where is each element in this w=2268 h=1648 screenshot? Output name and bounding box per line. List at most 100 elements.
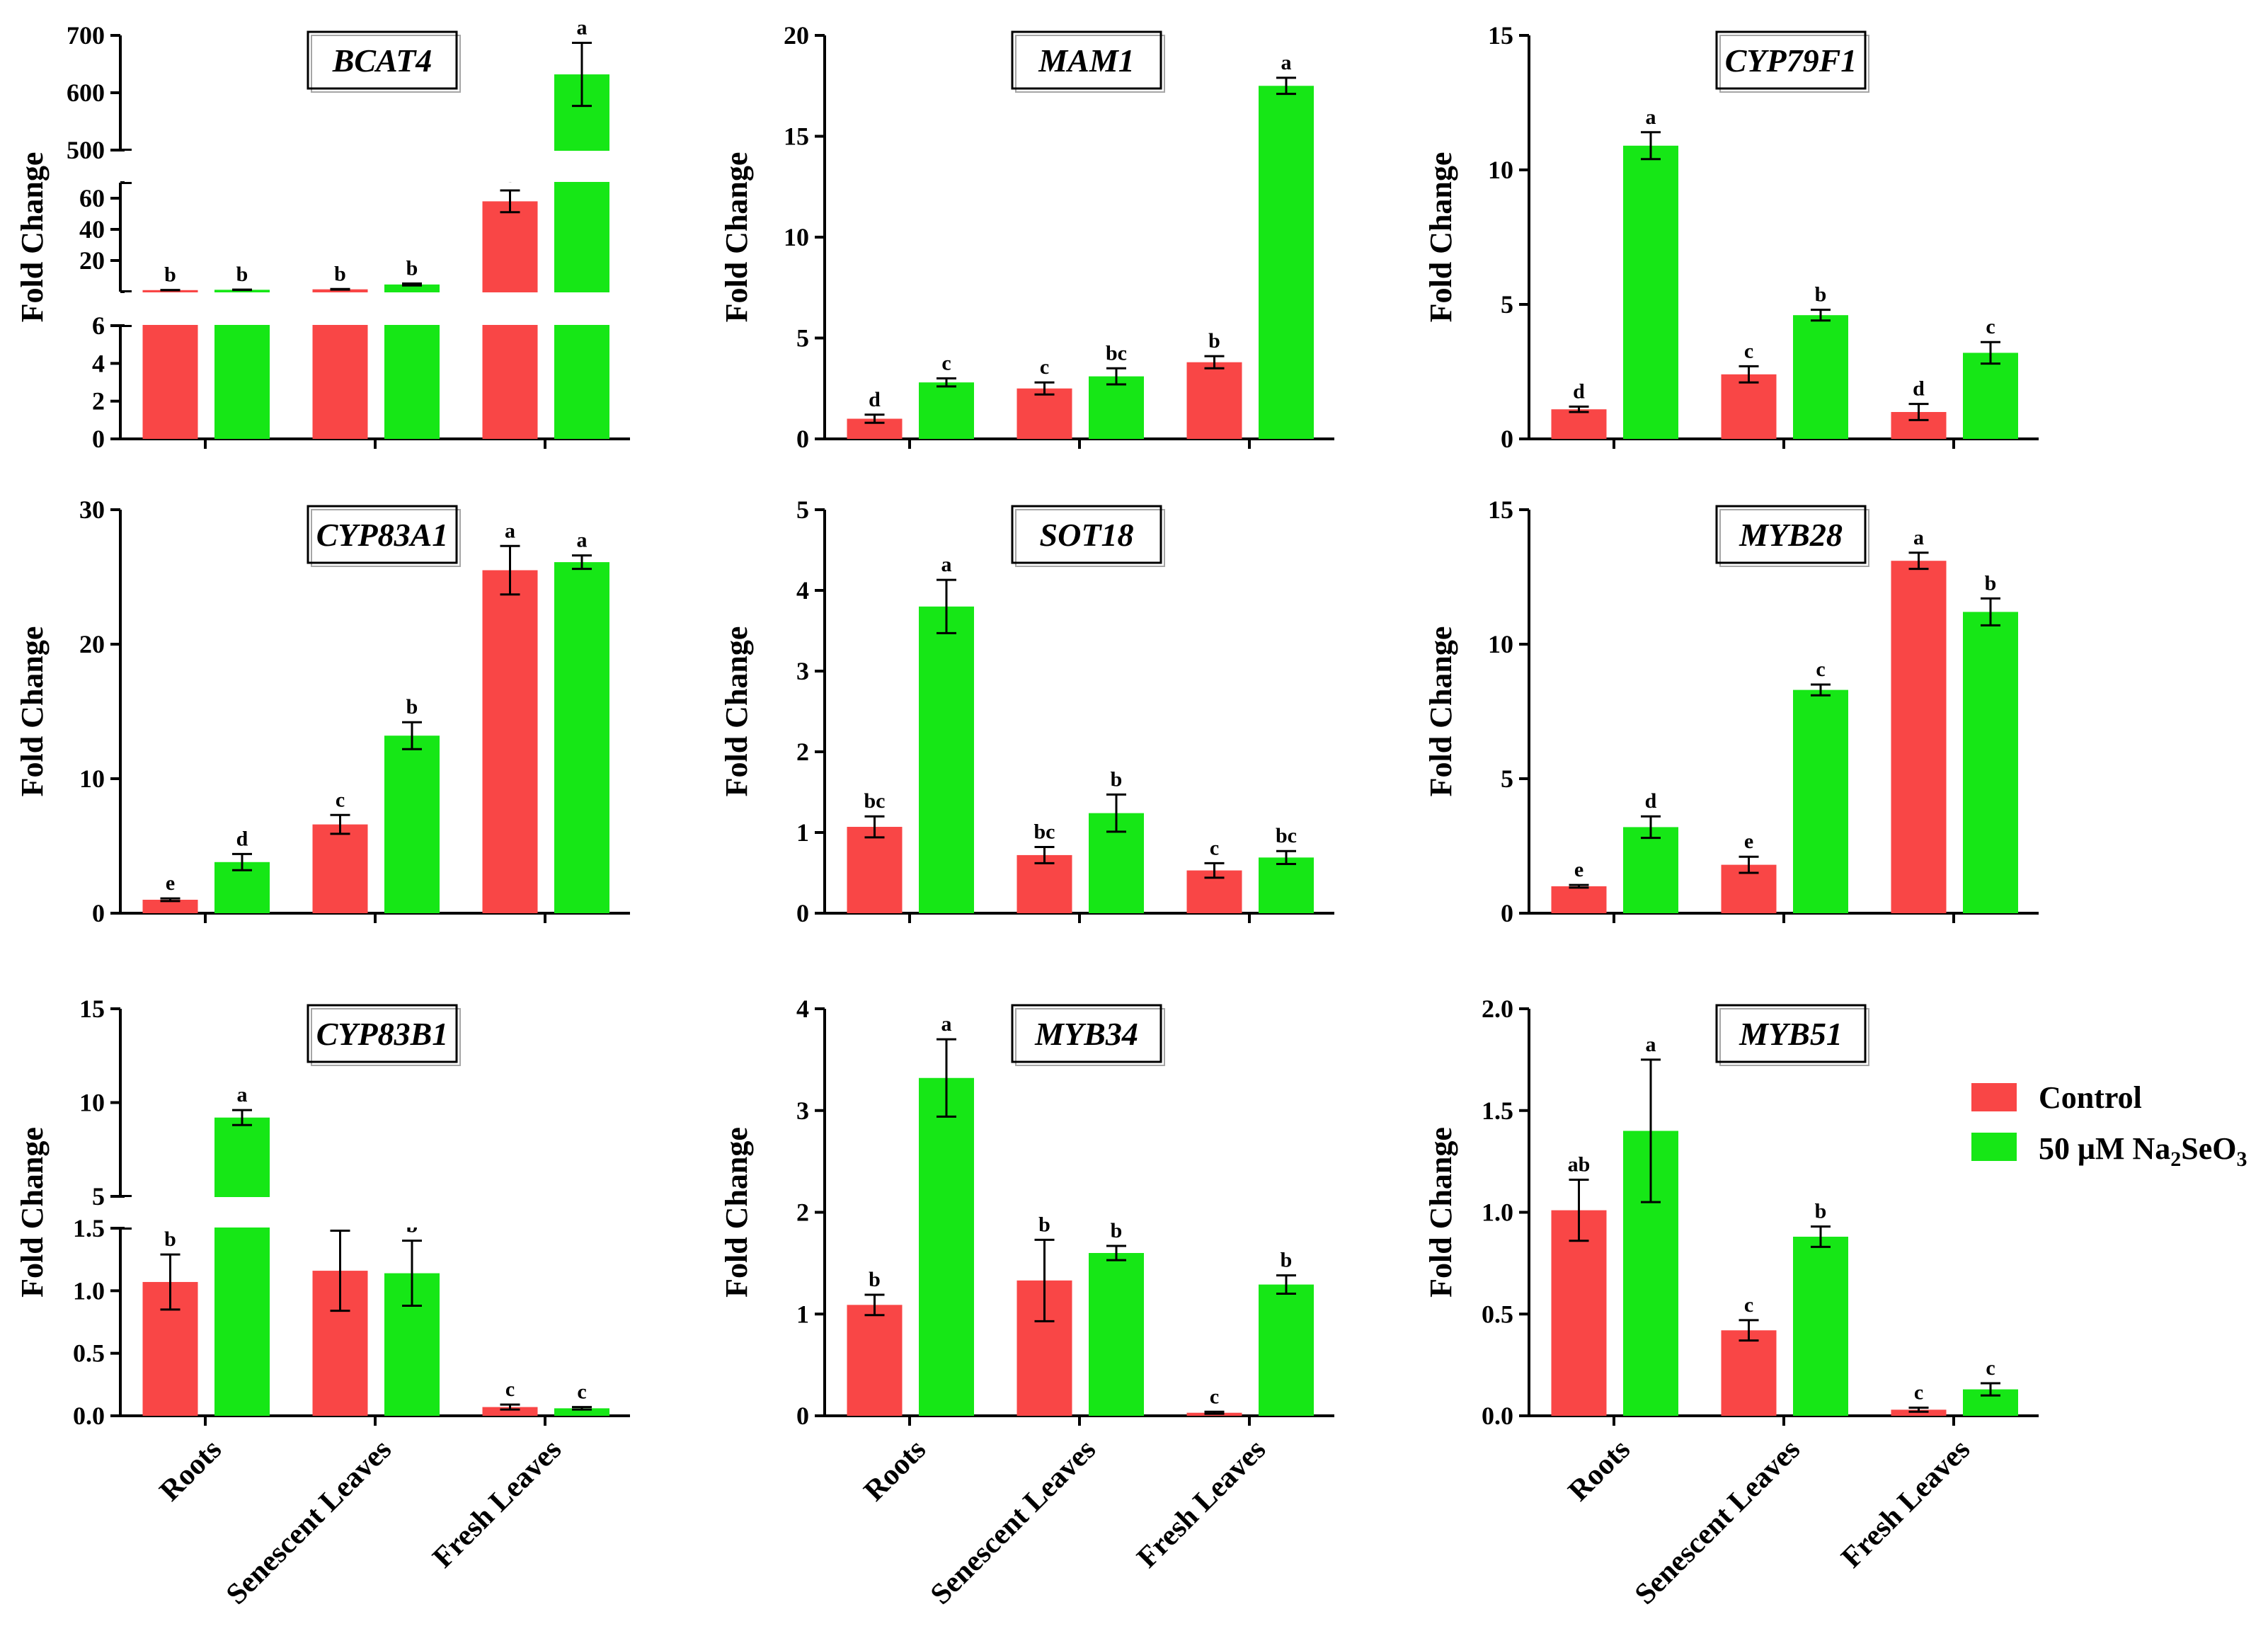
y-tick-label: 0.0 xyxy=(1482,1402,1513,1430)
y-tick-label: 20 xyxy=(79,246,105,275)
y-tick-label: 10 xyxy=(1488,156,1513,184)
x-category-label: Roots xyxy=(1562,1434,1637,1508)
legend-label-selenium: 50 μM Na2SeO3 xyxy=(2039,1131,2247,1171)
significance-letter: c xyxy=(577,1380,586,1404)
significance-letter: e xyxy=(1574,858,1583,881)
significance-letter: b xyxy=(334,262,346,285)
y-tick-label: 60 xyxy=(79,184,105,212)
gene-title: MAM1 xyxy=(1038,42,1134,79)
significance-letter: b xyxy=(1111,1219,1123,1242)
y-tick-label: 1 xyxy=(796,818,809,847)
y-tick-label: 3 xyxy=(796,657,809,685)
y-tick-label: 0.0 xyxy=(73,1402,105,1430)
legend-text-part: 3 xyxy=(2236,1148,2247,1171)
bar-control xyxy=(1551,1210,1607,1416)
y-tick-label: 15 xyxy=(1488,496,1513,524)
significance-letter: c xyxy=(1040,355,1049,379)
y-tick-label: 10 xyxy=(79,1089,105,1117)
title-frame xyxy=(307,1004,458,1063)
title-shadow xyxy=(311,1008,461,1066)
bar-control xyxy=(1016,388,1072,439)
chart-panel-myb28: 0 5 10 15 Fold Change e e a d c b MYB28 xyxy=(1424,496,2039,927)
bar-selenium xyxy=(1963,612,2018,913)
bar-selenium xyxy=(554,74,609,439)
x-category-label: Senescent Leaves xyxy=(1629,1434,1806,1611)
title-frame xyxy=(307,505,458,564)
significance-letter: c xyxy=(1744,1293,1753,1317)
y-axis-label: Fold Change xyxy=(1424,1127,1458,1298)
significance-letter: b xyxy=(406,257,418,280)
x-category-label: Roots xyxy=(154,1434,228,1508)
y-tick-label: 5 xyxy=(796,324,809,353)
gene-title: MYB28 xyxy=(1739,517,1843,553)
y-tick-label: 6 xyxy=(92,311,105,340)
significance-letter: d xyxy=(236,827,248,850)
axis-break-gap xyxy=(125,151,634,182)
bar-selenium xyxy=(1793,689,1848,913)
significance-letter: bc xyxy=(1276,824,1297,847)
gene-title: MYB34 xyxy=(1034,1016,1138,1052)
significance-letter: ab xyxy=(1568,1153,1591,1177)
bar-control xyxy=(847,827,903,913)
title-shadow xyxy=(1015,509,1165,567)
significance-letter: a xyxy=(237,1083,248,1106)
chart-panel-myb34: 0 1 2 3 4 Fold Change b b c a b b MYB34 RootsSenescen… xyxy=(719,995,1334,1611)
gene-title-box: CYP83B1 xyxy=(307,1004,461,1066)
bar-selenium xyxy=(1623,827,1678,913)
bar-control xyxy=(1551,409,1607,439)
significance-letter: c xyxy=(1816,658,1825,681)
y-tick-label: 600 xyxy=(67,79,105,107)
bar-selenium xyxy=(1259,86,1314,439)
y-axis-label: Fold Change xyxy=(15,626,50,797)
title-frame xyxy=(307,30,458,90)
gene-title: SOT18 xyxy=(1040,517,1134,553)
bar-control xyxy=(312,824,368,913)
y-tick-label: 1.5 xyxy=(1482,1097,1513,1125)
title-shadow xyxy=(311,509,461,567)
title-frame xyxy=(1715,30,1867,90)
gene-title-box: MYB28 xyxy=(1715,505,1869,567)
y-tick-label: 4 xyxy=(796,576,809,605)
title-shadow xyxy=(311,35,461,93)
title-frame xyxy=(1011,30,1162,90)
y-tick-label: 10 xyxy=(79,765,105,793)
significance-letter: b xyxy=(1208,329,1220,353)
significance-letter: a xyxy=(505,519,515,542)
significance-letter: d xyxy=(1913,377,1925,401)
significance-letter: c xyxy=(505,1378,515,1401)
title-frame xyxy=(1715,505,1867,564)
title-shadow xyxy=(1719,35,1869,93)
legend: Control 50 μM Na2SeO3 xyxy=(1971,1080,2247,1171)
y-tick-label: 20 xyxy=(784,21,809,50)
significance-letter: a xyxy=(1646,105,1656,129)
bar-control xyxy=(1016,854,1072,913)
y-tick-label: 2 xyxy=(92,387,105,416)
y-tick-label: 0 xyxy=(796,899,809,927)
bar-control xyxy=(1551,886,1607,913)
y-tick-label: 700 xyxy=(67,21,105,50)
bar-control xyxy=(1721,374,1777,439)
x-category-label: Roots xyxy=(858,1434,932,1508)
y-tick-label: 2.0 xyxy=(1482,995,1513,1023)
chart-panel-sot18: 0 1 2 3 4 5 Fold Change bc bc c a b bc SOT18 xyxy=(719,496,1334,927)
y-tick-label: 3 xyxy=(796,1097,809,1125)
gene-title-box: BCAT4 xyxy=(307,30,461,93)
significance-letter: a xyxy=(1913,526,1924,549)
y-axis-label: Fold Change xyxy=(1424,626,1458,797)
significance-letter: a xyxy=(1281,51,1292,74)
gene-title-box: SOT18 xyxy=(1011,505,1165,567)
gene-title-box: MAM1 xyxy=(1011,30,1165,93)
bar-control xyxy=(1891,561,1947,913)
significance-letter: d xyxy=(1573,379,1585,403)
y-tick-label: 4 xyxy=(92,349,105,377)
bar-selenium xyxy=(554,1408,609,1416)
bar-selenium xyxy=(919,382,974,439)
significance-letter: c xyxy=(336,788,345,811)
significance-letter: c xyxy=(1744,339,1753,362)
legend-text-part: 50 μM Na xyxy=(2039,1131,2170,1166)
y-tick-label: 1.5 xyxy=(73,1214,105,1242)
x-category-label: Fresh Leaves xyxy=(427,1434,568,1574)
y-tick-label: 5 xyxy=(1501,290,1513,319)
y-tick-label: 0 xyxy=(1501,425,1513,453)
